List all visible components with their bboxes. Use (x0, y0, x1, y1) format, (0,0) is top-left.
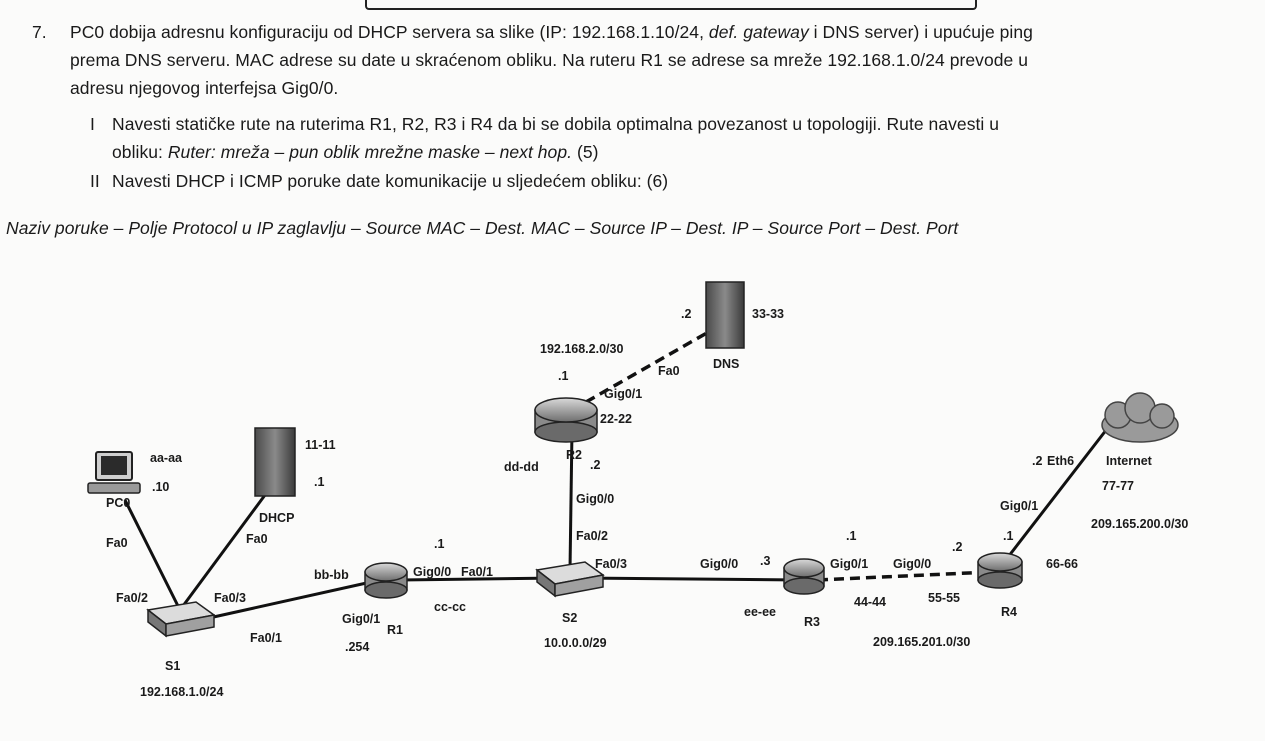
task-line-1-em: def. gateway (708, 22, 809, 42)
pc0-label: PC0 (106, 496, 130, 510)
r4-label: R4 (1001, 605, 1017, 619)
sub-marker-1: I (90, 114, 95, 134)
internet-mac: 77-77 (1102, 479, 1134, 493)
r2-port-g00: Gig0/0 (576, 492, 614, 506)
task-line-1: PC0 dobija adresnu konfiguraciju od DHCP… (70, 18, 1033, 46)
pc0-icon (87, 451, 141, 494)
router-r2-icon (534, 397, 598, 443)
dns-ip: .2 (681, 307, 691, 321)
top-frame (365, 0, 977, 10)
switch-s2-icon (535, 561, 605, 598)
internet-ip: .2 (1032, 454, 1042, 468)
link-pc0-s1 (123, 499, 182, 611)
format-line: Naziv poruke – Polje Protocol u IP zagla… (6, 218, 959, 238)
s2-port-r2: Fa0/2 (576, 529, 608, 543)
dhcp-server-icon (254, 427, 296, 497)
pc0-port: Fa0 (106, 536, 128, 550)
router-r3-icon (783, 558, 825, 595)
r2-ip-g01: .1 (558, 369, 568, 383)
r4-ip-g00: .2 (952, 540, 962, 554)
switch-s1-icon (146, 601, 216, 638)
r1-mac-g00: cc-cc (434, 600, 466, 614)
sub1-line-2: obliku: Ruter: mreža – pun oblik mrežne … (112, 138, 598, 166)
dhcp-ip: .1 (314, 475, 324, 489)
r3-mac-g00: ee-ee (744, 605, 776, 619)
sub1-line-2-em: Ruter: mreža – pun oblik mrežne maske – … (167, 142, 573, 162)
sub2-text: Navesti DHCP i ICMP poruke date komunika… (112, 171, 669, 191)
r3-label: R3 (804, 615, 820, 629)
s1-port-pc: Fa0/2 (116, 591, 148, 605)
sub1-line-2a: obliku: (112, 142, 168, 162)
r2-label: R2 (566, 448, 582, 462)
r1-mac-g01: bb-bb (314, 568, 349, 582)
internet-label: Internet (1106, 454, 1153, 468)
r4-mac-g01: 66-66 (1046, 557, 1078, 571)
sub1-line-2b: (5) (572, 142, 599, 162)
r1-port-g01: Gig0/1 (342, 612, 380, 626)
link-r1-s2 (399, 576, 561, 582)
sub1-line-1: Navesti statičke rute na ruterima R1, R2… (112, 114, 1000, 134)
internet-network: 209.165.200.0/30 (1091, 517, 1188, 531)
task-line-2: prema DNS serveru. MAC adrese su date u … (70, 50, 1028, 70)
r4-port-g01: Gig0/1 (1000, 499, 1038, 513)
internet-cloud-icon (1101, 392, 1179, 443)
r3-ip-g01: .1 (846, 529, 856, 543)
r3-port-g01: Gig0/1 (830, 557, 868, 571)
r4-ip-g01: .1 (1003, 529, 1013, 543)
s2-network: 10.0.0.0/29 (544, 636, 607, 650)
link-dhcp-s1 (178, 494, 267, 611)
dhcp-port: Fa0 (246, 532, 268, 546)
task-line-1b: i DNS server) i upućuje ping (808, 22, 1033, 42)
r2-mac-g00: dd-dd (504, 460, 539, 474)
sub-marker-2: II (90, 171, 100, 191)
r1-port-g00: Gig0/0 (413, 565, 451, 579)
pc0-ip: .10 (152, 480, 169, 494)
link-r3-r4 (817, 570, 991, 582)
link-r4-internet (996, 424, 1112, 571)
r3-port-g00: Gig0/0 (700, 557, 738, 571)
r2-ip-g00: .2 (590, 458, 600, 472)
task-number: 7. (32, 22, 47, 42)
r2-network-dns: 192.168.2.0/30 (540, 342, 623, 356)
link-r2-dns (571, 328, 713, 412)
link-s2-r3 (579, 576, 801, 582)
r2-mac-g01: 22-22 (600, 412, 632, 426)
s2-port-r1: Fa0/1 (461, 565, 493, 579)
s1-port-r1: Fa0/1 (250, 631, 282, 645)
r4-port-g00: Gig0/0 (893, 557, 931, 571)
task-line-3: adresu njegovog interfejsa Gig0/0. (70, 78, 339, 98)
s2-port-r3: Fa0/3 (595, 557, 627, 571)
dhcp-mac: 11-11 (305, 438, 336, 452)
r4-mac-g00: 55-55 (928, 591, 960, 605)
r1-ip-g00: .1 (434, 537, 444, 551)
network-topology: aa-aa .10 PC0 Fa0 11-11 .1 DHCP Fa0 Fa0/… (87, 281, 1188, 699)
internet-port: Eth6 (1047, 454, 1074, 468)
dhcp-label: DHCP (259, 511, 294, 525)
s1-label: S1 (165, 659, 180, 673)
r2-port-g01: Gig0/1 (604, 387, 642, 401)
dns-label: DNS (713, 357, 739, 371)
s1-port-dhcp: Fa0/3 (214, 591, 246, 605)
link-s1-r1 (199, 578, 381, 622)
dns-server-icon (705, 281, 745, 349)
dns-mac: 33-33 (752, 307, 784, 321)
r1-label: R1 (387, 623, 403, 637)
s1-network: 192.168.1.0/24 (140, 685, 223, 699)
router-r1-icon (364, 562, 408, 599)
r3-ip-g00: .3 (760, 554, 770, 568)
dns-port: Fa0 (658, 364, 680, 378)
s2-label: S2 (562, 611, 577, 625)
pc0-mac: aa-aa (150, 451, 183, 465)
r3-mac-g01: 44-44 (854, 595, 886, 609)
r1-ip-g01: .254 (345, 640, 369, 654)
r3-r4-network: 209.165.201.0/30 (873, 635, 970, 649)
link-s2-r2 (568, 429, 574, 571)
router-r4-icon (977, 552, 1023, 589)
task-line-1a: PC0 dobija adresnu konfiguraciju od DHCP… (70, 22, 709, 42)
